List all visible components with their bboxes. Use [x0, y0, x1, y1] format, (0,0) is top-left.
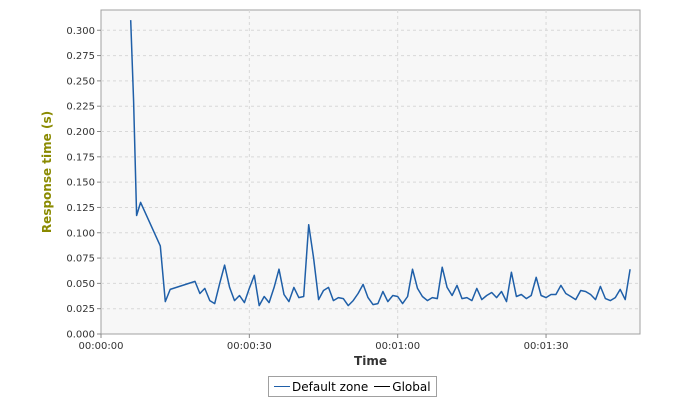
series-line-default-zone [129, 20, 631, 307]
y-tick-label: 0.000 [66, 330, 95, 341]
gridlines [101, 10, 640, 334]
x-tick-label: 00:01:00 [375, 341, 420, 352]
y-axis-ticks: 0.000 0.025 0.050 0.075 0.100 0.125 0.150 0.175… [66, 26, 101, 341]
y-tick-label: 0.300 [66, 26, 95, 37]
legend-item-default-zone: Default zone [274, 380, 368, 394]
series-lines [129, 20, 631, 307]
legend-swatch-global [374, 386, 391, 387]
y-axis-title: Response time (s) [40, 111, 54, 233]
y-tick-label: 0.100 [66, 228, 95, 239]
plot-area [100, 9, 641, 335]
legend-swatch-default-zone [274, 386, 290, 387]
y-tick-label: 0.275 [66, 51, 95, 62]
x-axis-ticks: 00:00:00 00:00:30 00:01:00 00:01:30 [79, 334, 569, 352]
legend-item-global: Global [374, 379, 431, 394]
y-tick-label: 0.175 [66, 152, 95, 163]
y-tick-label: 0.200 [66, 127, 95, 138]
x-tick-label: 00:00:30 [227, 341, 272, 352]
y-tick-label: 0.125 [66, 203, 95, 214]
x-axis-title: Time [354, 354, 387, 368]
y-tick-label: 0.025 [66, 304, 95, 315]
y-tick-label: 0.250 [66, 76, 95, 87]
x-tick-label: 00:00:00 [79, 341, 124, 352]
legend: Default zone Global [268, 376, 437, 397]
y-tick-label: 0.150 [66, 178, 95, 189]
x-tick-label: 00:01:30 [524, 341, 569, 352]
legend-label-default-zone: Default zone [292, 379, 369, 394]
legend-label-global: Global [392, 379, 431, 394]
y-tick-label: 0.225 [66, 102, 95, 113]
y-tick-label: 0.050 [66, 279, 95, 290]
y-tick-label: 0.075 [66, 254, 95, 265]
